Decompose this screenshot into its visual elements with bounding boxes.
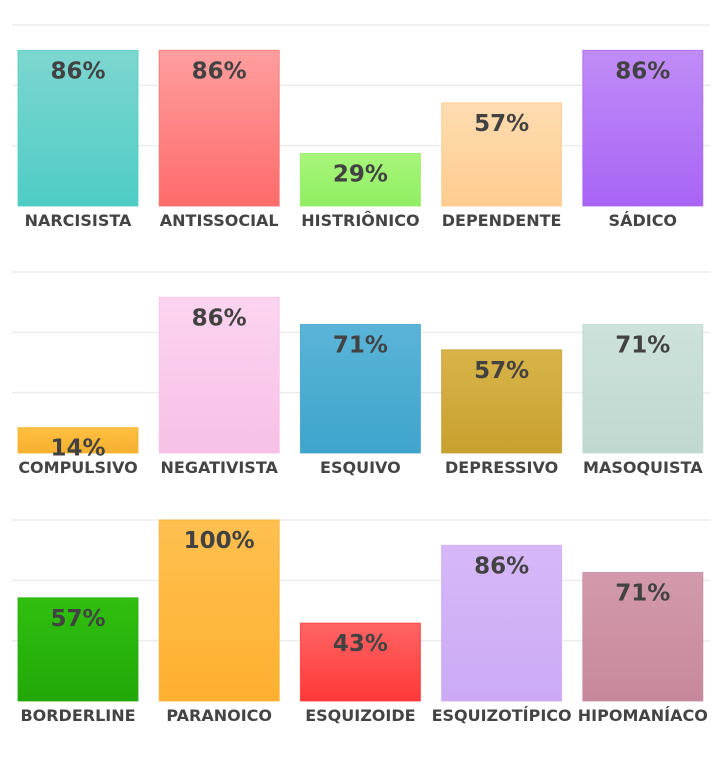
bar bbox=[17, 49, 139, 207]
data-label: 86% bbox=[192, 58, 247, 84]
bar bbox=[17, 597, 139, 702]
bar bbox=[299, 323, 421, 454]
data-label: 43% bbox=[333, 631, 388, 657]
data-label: 71% bbox=[615, 580, 670, 606]
bar bbox=[582, 571, 704, 702]
bar bbox=[158, 519, 280, 702]
category-label: ESQUIZOTÍPICO bbox=[432, 706, 572, 725]
data-label: 57% bbox=[50, 606, 105, 632]
data-label: 86% bbox=[192, 305, 247, 331]
chart-2: 14%COMPULSIVO 86% NEGATIVISTA 71% ESQUIVO 57%… bbox=[12, 271, 710, 477]
category-label: DEPRESSIVO bbox=[445, 458, 558, 477]
data-label: 86% bbox=[50, 58, 105, 84]
chart-3: 57% BORDERLINE 100% PARANOICO 43% ESQUIZOIDE 8… bbox=[12, 519, 710, 725]
bar bbox=[441, 102, 563, 207]
category-label: NARCISISTA bbox=[25, 211, 132, 230]
data-label: 86% bbox=[474, 553, 529, 579]
data-label: 86% bbox=[615, 58, 670, 84]
category-label: BORDERLINE bbox=[20, 706, 135, 725]
category-label: NEGATIVISTA bbox=[161, 458, 279, 477]
bar bbox=[158, 296, 280, 454]
bar bbox=[17, 427, 139, 454]
bar bbox=[299, 622, 421, 702]
data-label: 29% bbox=[333, 162, 388, 188]
data-label: 14% bbox=[50, 436, 105, 462]
category-label: SÁDICO bbox=[609, 211, 677, 230]
category-label: HISTRIÔNICO bbox=[301, 211, 419, 230]
data-label: 71% bbox=[333, 332, 388, 358]
bar bbox=[582, 49, 704, 207]
data-label: 71% bbox=[615, 332, 670, 358]
category-label: MASOQUISTA bbox=[583, 458, 703, 477]
bar bbox=[441, 544, 563, 702]
data-label: 57% bbox=[474, 111, 529, 137]
bar bbox=[582, 323, 704, 454]
category-label: COMPULSIVO bbox=[18, 458, 137, 477]
bar bbox=[158, 49, 280, 207]
category-label: ANTISSOCIAL bbox=[160, 211, 279, 230]
data-label: 57% bbox=[474, 358, 529, 384]
category-label: ESQUIZOIDE bbox=[305, 706, 415, 725]
category-label: HIPOMANÍACO bbox=[578, 706, 708, 725]
category-label: PARANOICO bbox=[166, 706, 272, 725]
chart-1: 86% NARCISISTA 86% ANTISSOCIAL 29% HISTRIÔNIC… bbox=[12, 24, 710, 230]
data-label: 100% bbox=[184, 528, 255, 554]
bar bbox=[441, 349, 563, 454]
bar bbox=[299, 153, 421, 207]
category-label: DEPENDENTE bbox=[442, 211, 562, 230]
category-label: ESQUIVO bbox=[320, 458, 401, 477]
